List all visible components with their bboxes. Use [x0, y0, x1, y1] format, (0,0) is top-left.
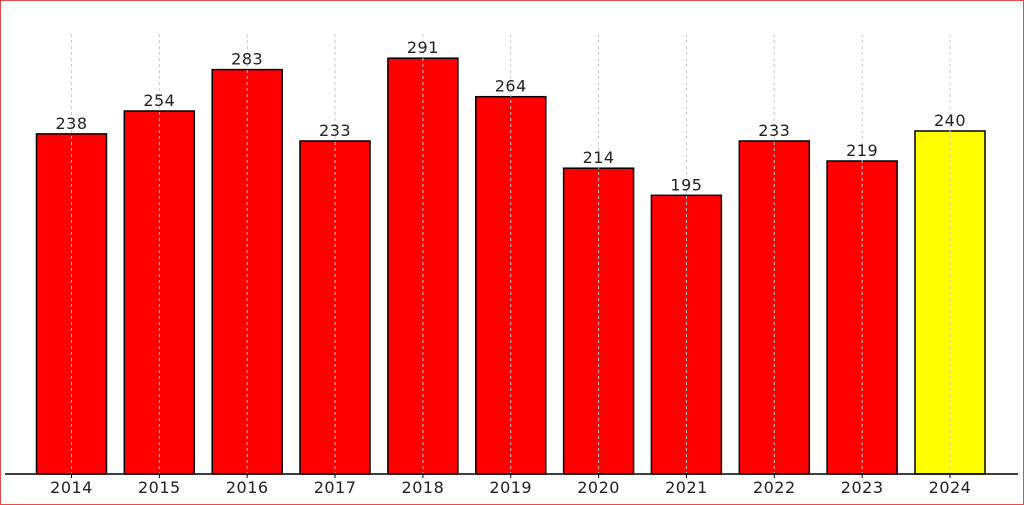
data-labels: 238 254 283 233 291 264 214 195 233 219 240 — [55, 38, 966, 194]
tick-label-2024: 2024 — [929, 478, 972, 497]
tick-label-2015: 2015 — [138, 478, 181, 497]
bar-2024 — [914, 130, 986, 475]
grid-lines — [71, 34, 951, 474]
tick-label-2023: 2023 — [841, 478, 884, 497]
data-label-2015: 254 — [143, 91, 175, 110]
data-label-2024: 240 — [934, 111, 966, 130]
bar-2020 — [562, 167, 635, 475]
data-label-2018: 291 — [407, 38, 439, 57]
tick-label-2016: 2016 — [226, 478, 269, 497]
data-label-2020: 214 — [583, 148, 615, 167]
data-label-2019: 264 — [495, 77, 527, 96]
tick-label-2014: 2014 — [50, 478, 93, 497]
tick-label-2020: 2020 — [577, 478, 620, 497]
tick-label-2017: 2017 — [314, 478, 357, 497]
tick-label-2022: 2022 — [753, 478, 796, 497]
data-label-2021: 195 — [670, 175, 702, 194]
tick-label-2019: 2019 — [489, 478, 532, 497]
tick-label-2018: 2018 — [402, 478, 445, 497]
data-label-2023: 219 — [846, 141, 878, 160]
x-tick-labels: 2014 2015 2016 2017 2018 2019 2020 2021 2022 2023… — [50, 474, 971, 497]
data-label-2014: 238 — [55, 114, 87, 133]
data-label-2016: 283 — [231, 50, 263, 69]
data-label-2022: 233 — [758, 121, 790, 140]
tick-label-2021: 2021 — [665, 478, 708, 497]
data-label-2017: 233 — [319, 121, 351, 140]
bar-2019 — [475, 95, 547, 475]
